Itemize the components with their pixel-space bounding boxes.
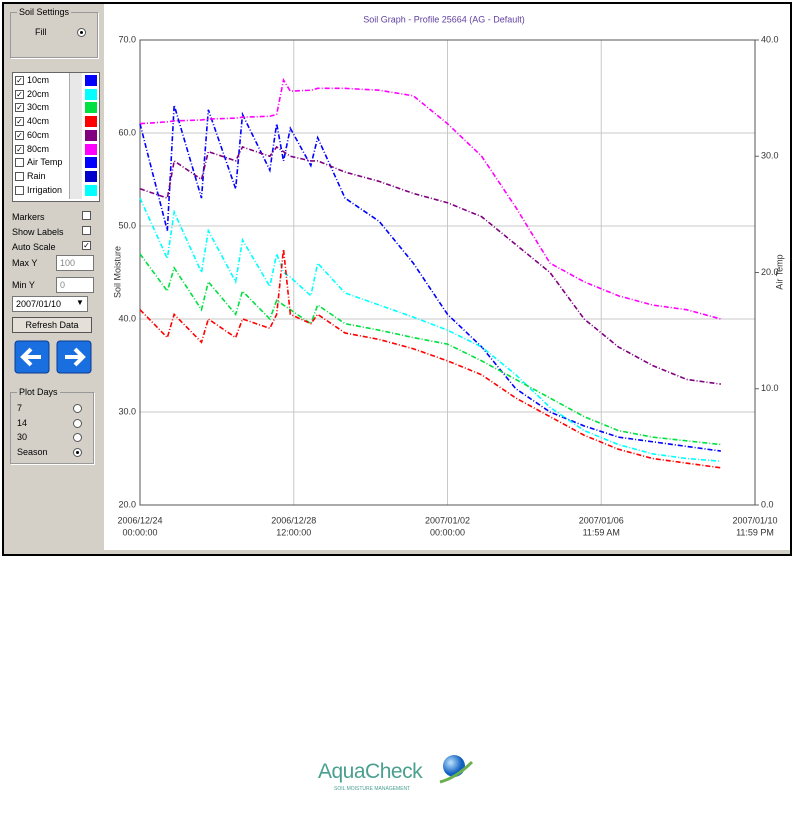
legend-swatch [85, 116, 97, 128]
plot-days-radio[interactable] [73, 433, 82, 442]
chart-background [104, 4, 790, 550]
y-tick-label: 50.0 [118, 220, 136, 230]
x-tick-time: 11:59 PM [736, 527, 774, 537]
legend-checkbox[interactable] [15, 158, 24, 168]
chart: Soil Graph - Profile 25664 (AG - Default… [104, 4, 790, 550]
min-y-label: Min Y [12, 280, 35, 290]
series-line [139, 197, 721, 463]
x-tick-label: 2007/01/06 [579, 515, 624, 525]
plot-area [139, 39, 756, 506]
channel-list: ✓ 10cm ✓ 20cm ✓ 30cm ✓ 40cm ✓ 60cm ✓ 80cm Air Temp Ra… [12, 72, 100, 202]
x-tick-time: 00:00:00 [122, 527, 157, 537]
legend-label: 30cm [27, 102, 50, 113]
plot-days-option: 14 [17, 417, 28, 428]
logo-tagline: SOIL MOISTURE MANAGEMENT [334, 786, 411, 792]
nav-arrows [14, 340, 92, 374]
legend-checkbox[interactable] [15, 171, 24, 181]
legend-swatch [85, 184, 97, 196]
chart-title: Soil Graph - Profile 25664 (AG - Default… [363, 14, 525, 24]
legend-label: Rain [27, 170, 46, 181]
x-tick-time: 12:00:00 [276, 527, 311, 537]
legend-label: Irrigation [27, 184, 63, 195]
plot-days-option: 30 [17, 432, 28, 442]
legend-checkbox[interactable]: ✓ [15, 144, 24, 154]
soil-settings-group: Soil Settings Fill [10, 7, 98, 58]
min-y-input[interactable]: 0 [56, 277, 94, 293]
legend-swatch [85, 143, 97, 155]
legend-swatch [85, 75, 97, 86]
legend-label: Air Temp [27, 157, 63, 168]
legend-label: 10cm [27, 75, 50, 85]
y-axis-label: Soil Moisture [112, 246, 122, 298]
y2-tick-label: 20.0 [761, 267, 779, 277]
x-tick-label: 2007/01/02 [425, 515, 470, 525]
x-tick-label: 2007/01/10 [732, 515, 777, 525]
date-dropdown[interactable]: 2007/01/10 [12, 296, 88, 312]
plot-days-radio[interactable] [73, 418, 82, 428]
y2-axis-label: Air Temp [774, 254, 784, 289]
left-arrow [20, 347, 41, 367]
plot-days-group: Plot Days 7 14 30 Season [10, 387, 94, 464]
settings-panel: Soil Settings Fill ✓ 10cm ✓ 20cm ✓ 30cm ✓ 40cm ✓… [4, 4, 100, 548]
y-tick-label: 60.0 [118, 127, 136, 137]
y2-tick-label: 40.0 [761, 34, 779, 44]
legend-swatch [85, 102, 97, 114]
legend-label: 20cm [27, 88, 50, 99]
plot-days-radio[interactable] [73, 404, 82, 413]
max-y-input[interactable]: 100 [56, 255, 94, 271]
markers-checkbox[interactable] [82, 211, 91, 220]
group-title: Plot Days [17, 387, 60, 397]
y-tick-label: 20.0 [118, 499, 136, 509]
max-y-label: Max Y [12, 258, 38, 268]
logo-globe [439, 755, 474, 784]
plot-days-option: Season [17, 446, 48, 457]
legend-swatch [85, 157, 97, 169]
legend-swatch [85, 170, 97, 182]
legend-label: 60cm [27, 129, 50, 140]
scrollbar[interactable] [69, 73, 82, 199]
logo-name: AquaCheck [318, 760, 423, 783]
refresh-button[interactable]: Refresh Data [12, 317, 92, 333]
fill-label: Fill [35, 27, 47, 37]
show-labels-checkbox[interactable] [82, 226, 91, 235]
series-line [139, 77, 722, 320]
legend-checkbox[interactable]: ✓ [15, 89, 24, 99]
x-tick-time: 00:00:00 [430, 527, 465, 537]
legend-checkbox[interactable]: ✓ [15, 117, 24, 127]
y2-tick-label: 30.0 [761, 151, 779, 161]
auto-scale-label: Auto Scale [12, 242, 56, 252]
y-tick-label: 40.0 [118, 313, 136, 323]
fill-radio[interactable] [77, 28, 86, 37]
markers-label: Markers [12, 212, 45, 222]
auto-scale-checkbox[interactable]: ✓ [82, 241, 91, 250]
x-tick-label: 2006/12/24 [117, 515, 162, 525]
plot-days-radio[interactable] [73, 447, 82, 457]
legend-checkbox[interactable] [15, 185, 24, 195]
legend-swatch [85, 129, 97, 141]
legend-checkbox[interactable]: ✓ [15, 130, 24, 140]
y-tick-label: 70.0 [118, 34, 136, 44]
series-line [139, 249, 721, 469]
x-tick-label: 2006/12/28 [271, 515, 316, 525]
legend-checkbox[interactable]: ✓ [15, 103, 24, 113]
group-title: Soil Settings [17, 7, 72, 17]
series-line [139, 145, 721, 385]
legend-label: 40cm [27, 116, 50, 127]
y-tick-label: 30.0 [118, 406, 136, 416]
x-tick-time: 11:59 AM [583, 527, 620, 537]
legend-checkbox[interactable]: ✓ [15, 76, 24, 85]
legend-label: 80cm [27, 143, 50, 154]
right-arrow [65, 347, 86, 367]
legend-swatch [85, 88, 97, 100]
y2-tick-label: 0.0 [761, 499, 774, 509]
series-line [139, 104, 721, 452]
show-labels-label: Show Labels [12, 227, 64, 237]
y2-tick-label: 10.0 [761, 383, 779, 393]
plot-days-option: 7 [17, 403, 23, 413]
logo: AquaCheck SOIL MOISTURE MANAGEMENT [318, 752, 478, 798]
dropdown-arrow[interactable]: ▼ [76, 298, 84, 307]
